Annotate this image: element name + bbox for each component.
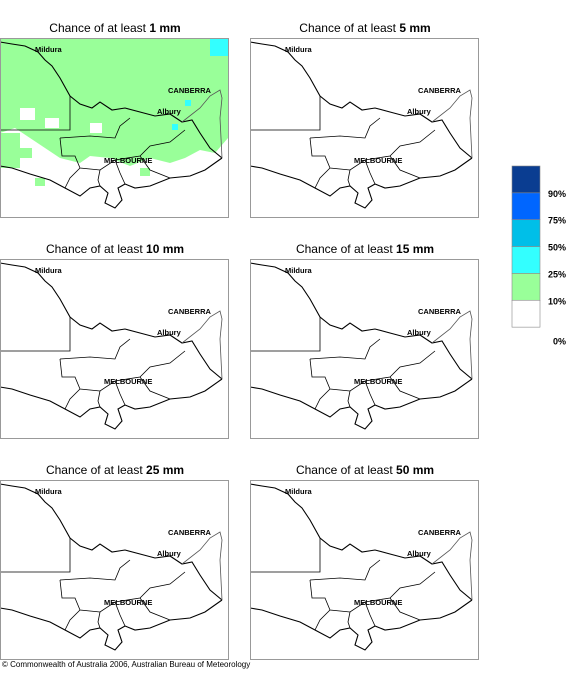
city-label: Albury: [157, 328, 182, 337]
panel-title: Chance of at least 25 mm: [46, 463, 184, 477]
map-panel: Mildura CANBERRA Albury MELBOURNE: [0, 259, 229, 439]
legend-label: 25%: [548, 269, 566, 279]
map-panel: Mildura CANBERRA Albury MELBOURNE: [250, 259, 479, 439]
panel-border: [0, 480, 229, 660]
panel-border: [250, 38, 479, 218]
legend-swatch: [511, 192, 541, 221]
legend-swatch: [511, 219, 541, 247]
city-label: MELBOURNE: [104, 377, 152, 386]
city-label: Mildura: [35, 45, 62, 54]
city-label: Mildura: [285, 266, 312, 275]
city-label: Mildura: [35, 266, 62, 275]
panel-title: Chance of at least 15 mm: [296, 242, 434, 256]
city-label: CANBERRA: [418, 86, 462, 95]
panel-border: [0, 259, 229, 439]
legend-swatch: [511, 273, 541, 301]
panel-title: Chance of at least 5 mm: [299, 21, 430, 35]
city-label: Mildura: [285, 487, 312, 496]
panel-title: Chance of at least 10 mm: [46, 242, 184, 256]
legend-label: 50%: [548, 243, 566, 253]
panel-border: [250, 480, 479, 660]
city-label: Albury: [157, 107, 182, 116]
city-label: MELBOURNE: [104, 156, 152, 165]
city-label: Albury: [157, 549, 182, 558]
city-label: CANBERRA: [168, 86, 212, 95]
city-label: Mildura: [35, 487, 62, 496]
footer: © Commonwealth of Australia 2006, Austra…: [2, 660, 250, 669]
city-label: CANBERRA: [168, 307, 212, 316]
map-panel: Mildura CANBERRA Albury MELBOURNE: [0, 480, 229, 660]
legend-swatch: [511, 246, 541, 274]
city-label: Albury: [407, 328, 432, 337]
city-label: Albury: [407, 107, 432, 116]
city-label: Mildura: [285, 45, 312, 54]
panel-title: Chance of at least 50 mm: [296, 463, 434, 477]
map-panel: Mildura CANBERRA Albury MELBOURNE: [250, 38, 479, 218]
city-label: MELBOURNE: [354, 598, 402, 607]
city-label: MELBOURNE: [354, 377, 402, 386]
panel-border: [0, 38, 229, 218]
city-label: MELBOURNE: [104, 598, 152, 607]
city-label: MELBOURNE: [354, 156, 402, 165]
legend-label: 90%: [548, 189, 566, 199]
map-panel: Mildura CANBERRA Albury MELBOURNE: [0, 38, 229, 218]
city-label: CANBERRA: [418, 528, 462, 537]
legend: 90% 75% 50% 25% 10% 0%: [511, 165, 566, 347]
city-label: CANBERRA: [418, 307, 462, 316]
panels: Chance of at least 1 mm Mildura CANBERRA Al…: [0, 21, 479, 660]
city-label: CANBERRA: [168, 528, 212, 537]
legend-label: 10%: [548, 296, 566, 306]
legend-swatch: [511, 299, 541, 328]
legend-label: 75%: [548, 216, 566, 226]
city-label: Albury: [407, 549, 432, 558]
legend-swatch: [511, 165, 541, 194]
legend-label: 0%: [553, 337, 566, 347]
panel-title: Chance of at least 1 mm: [49, 21, 180, 35]
map-panel: Mildura CANBERRA Albury MELBOURNE: [250, 480, 479, 660]
panel-border: [250, 259, 479, 439]
